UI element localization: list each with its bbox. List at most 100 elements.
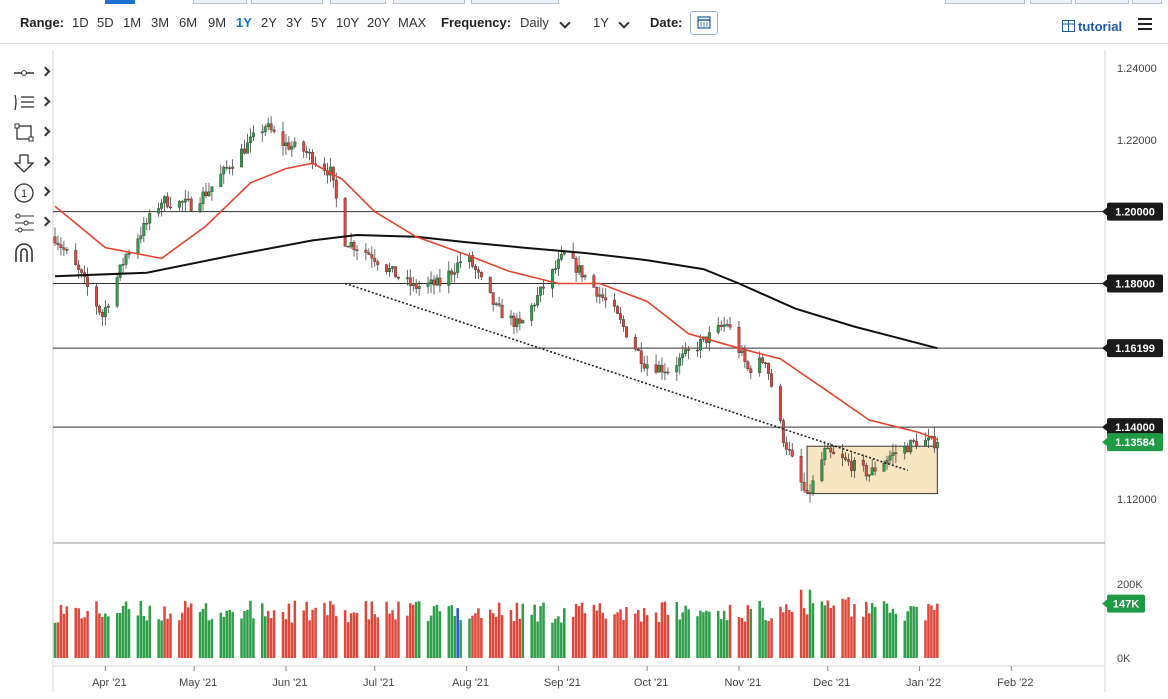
candle-body	[346, 246, 350, 248]
menu-icon[interactable]	[1138, 18, 1152, 33]
candle-body	[148, 213, 152, 224]
volume-bar	[326, 615, 329, 658]
tutorial-link[interactable]: tutorial	[1078, 19, 1123, 34]
level-badge-pointer	[1102, 279, 1107, 288]
time-tick-label: Apr '21	[92, 677, 127, 689]
volume-bar	[930, 605, 933, 658]
candle-body	[56, 242, 60, 246]
chart-toolbar: Range: 1D 5D 1M 3M 6M 9M 1Y 2Y 3Y 5Y 10Y 20Y MAX Fre…	[0, 6, 1168, 40]
candle-body	[601, 294, 605, 298]
candle-body	[660, 365, 664, 373]
time-tick-label: Jul '21	[363, 677, 394, 689]
range-10y[interactable]: 10Y	[336, 15, 360, 30]
volume-bar	[139, 600, 143, 658]
candle-body	[328, 166, 332, 176]
arrow-tool-button[interactable]	[12, 152, 51, 174]
volume-bar	[850, 616, 853, 658]
volume-bar	[788, 610, 791, 658]
volume-bar	[870, 603, 874, 658]
candle-body	[97, 305, 101, 313]
volume-bar	[933, 609, 936, 658]
candle-body	[885, 459, 889, 464]
volume-bar	[509, 609, 513, 658]
shape-tool-button[interactable]	[12, 122, 51, 144]
volume-bar	[515, 602, 519, 658]
time-tick-label: May '21	[179, 677, 217, 689]
candle-body	[408, 277, 412, 287]
range-3y[interactable]: 3Y	[286, 15, 302, 30]
volume-bar	[619, 609, 622, 658]
candle-body	[121, 264, 125, 266]
volume-bar	[716, 610, 720, 658]
level-label: 1.16199	[1115, 343, 1155, 355]
range-1d[interactable]: 1D	[72, 15, 89, 30]
calendar-button[interactable]	[690, 11, 718, 35]
candle-body	[240, 148, 243, 168]
candle-body	[189, 198, 193, 211]
volume-bar	[554, 618, 557, 658]
current-price-pointer	[1102, 438, 1107, 447]
range-1y[interactable]: 1Y	[236, 15, 252, 30]
range-2y[interactable]: 2Y	[261, 15, 277, 30]
volume-bar	[249, 600, 252, 658]
level-badge-pointer	[1102, 344, 1107, 353]
volume-bar	[740, 617, 744, 658]
frequency-dropdown[interactable]: Daily	[520, 15, 549, 30]
candle-body	[364, 249, 368, 253]
volume-bar	[639, 621, 643, 658]
range-max[interactable]: MAX	[398, 15, 427, 30]
candle-body	[453, 272, 457, 275]
fib-tool-button[interactable]	[12, 92, 51, 114]
candle-body	[388, 268, 392, 272]
volume-bar	[80, 618, 83, 658]
volume-bar	[450, 605, 454, 658]
volume-bar	[604, 618, 607, 658]
candle-body	[74, 250, 78, 266]
volume-bar	[802, 608, 806, 658]
volume-bar	[166, 618, 169, 658]
measure-tool-button[interactable]	[12, 212, 51, 234]
line-tool-button[interactable]	[12, 62, 51, 84]
range-20y[interactable]: 20Y	[367, 15, 391, 30]
volume-badge-label: 147K	[1113, 599, 1139, 611]
volume-bar	[332, 604, 335, 658]
volume-bar	[435, 604, 439, 658]
candle-body	[778, 386, 782, 421]
candle-body	[251, 132, 255, 138]
price-tick-label: 1.12000	[1117, 494, 1157, 506]
candle-body	[583, 275, 587, 278]
tutorial-icon[interactable]	[1062, 20, 1075, 32]
candle-body	[716, 324, 720, 333]
volume-bar	[121, 605, 125, 658]
volume-bar	[770, 618, 773, 658]
volume-bar	[820, 601, 824, 658]
measure-tool-icon	[15, 213, 34, 233]
volume-bar	[376, 617, 379, 658]
range-5y[interactable]: 5Y	[311, 15, 327, 30]
volume-bar	[749, 609, 753, 658]
annotation-tool-button[interactable]: 1	[12, 182, 51, 204]
volume-bar	[696, 616, 699, 658]
volume-bar	[343, 610, 347, 658]
candle-body	[94, 286, 98, 307]
candle-body	[722, 324, 726, 327]
volume-bar	[598, 603, 602, 658]
range-3m[interactable]: 3M	[151, 15, 170, 30]
range-6m[interactable]: 6M	[179, 15, 198, 30]
volume-bar	[654, 612, 658, 658]
candle-body	[456, 262, 460, 273]
range-9m[interactable]: 9M	[208, 15, 227, 30]
range-1m[interactable]: 1M	[123, 15, 142, 30]
period-dropdown[interactable]: 1Y	[593, 15, 609, 30]
time-tick-label: Jun '21	[272, 677, 307, 689]
volume-bar	[663, 601, 667, 658]
candle-body	[790, 449, 794, 457]
volume-bar	[272, 610, 276, 658]
range-5d[interactable]: 5D	[97, 15, 114, 30]
volume-bar	[266, 610, 270, 658]
candle-body	[909, 440, 913, 453]
candle-body	[530, 305, 534, 321]
magnet-button[interactable]	[12, 242, 50, 264]
candle-body	[829, 447, 833, 453]
